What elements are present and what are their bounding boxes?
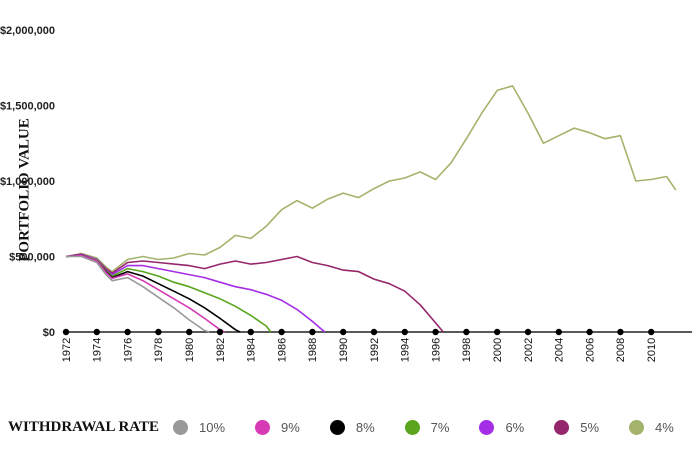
zero-marker: [555, 328, 562, 336]
zero-marker: [432, 328, 439, 336]
legend-label: 7%: [430, 419, 450, 435]
legend-label: 6%: [505, 419, 525, 435]
series-line-4pct: [65, 85, 677, 273]
legend-label: 4%: [655, 419, 674, 435]
legend-label: 5%: [580, 419, 600, 435]
legend-swatch: [255, 419, 271, 435]
legend-swatch: [629, 419, 645, 435]
y-tick-label: $500,000: [9, 251, 55, 263]
x-tick-label: 1998: [461, 338, 473, 362]
legend-items: 10% 9% 8% 7% 6% 5% 4%: [173, 419, 674, 435]
series-line-10pct: [66, 255, 210, 333]
x-tick-label: 1974: [92, 338, 104, 362]
legend-title: WITHDRAWAL RATE: [8, 418, 160, 435]
zero-marker: [247, 328, 254, 336]
legend-item: 5%: [554, 419, 600, 435]
zero-marker: [93, 328, 101, 336]
legend-label: 10%: [199, 419, 226, 435]
legend-swatch: [479, 419, 495, 435]
y-tick-label: $2,000,000: [0, 25, 55, 37]
legend-item: 10%: [173, 419, 226, 435]
x-tick-label: 1996: [430, 338, 442, 362]
zero-marker: [278, 328, 285, 336]
x-tick-label: 1976: [122, 338, 134, 362]
zero-marker: [124, 328, 131, 336]
x-tick-label: 2004: [554, 338, 566, 362]
x-tick-label: 2006: [584, 338, 596, 362]
x-tick-label: 2002: [523, 338, 535, 362]
x-tick-label: 1982: [215, 338, 227, 362]
series-layer: [65, 85, 677, 333]
legend-item: 4%: [629, 419, 674, 435]
zero-marker: [617, 328, 624, 336]
x-tick-label: 2000: [492, 338, 504, 362]
x-tick-label: 1988: [307, 338, 319, 362]
zero-marker: [586, 328, 593, 336]
x-tick-label: 1984: [246, 338, 258, 362]
legend-swatch: [554, 419, 570, 435]
y-tick-label: $1,000,000: [0, 176, 55, 188]
series-line-7pct: [65, 254, 272, 333]
x-tick-label: 1978: [153, 338, 165, 362]
legend-label: 8%: [355, 419, 375, 435]
x-tick-label: 1986: [276, 338, 288, 362]
zero-markers: [62, 328, 655, 336]
zero-marker: [494, 328, 501, 336]
zero-marker: [340, 328, 347, 336]
x-tick-label: 1992: [369, 338, 381, 362]
x-tick-label: 1980: [184, 338, 196, 362]
zero-marker: [524, 328, 532, 336]
legend-swatch: [329, 419, 345, 435]
x-tick-label: 1994: [400, 338, 412, 362]
legend-label: 9%: [281, 419, 300, 435]
series-line-9pct: [65, 254, 225, 333]
zero-marker: [155, 328, 162, 336]
x-tick-label: 2010: [646, 338, 658, 362]
y-axis-label: PORTFOLIO VALUE: [16, 118, 32, 262]
portfolio-line-chart: PORTFOLIO VALUE $0 $500,000 $1,000,000 $1,5…: [0, 25, 692, 362]
legend-item: 8%: [329, 419, 375, 435]
zero-marker: [401, 328, 408, 336]
zero-marker: [309, 328, 316, 336]
zero-marker: [62, 328, 70, 336]
legend-item: 9%: [255, 419, 300, 435]
y-axis-ticks: $0 $500,000 $1,000,000 $1,500,000 $2,000,000: [0, 25, 55, 339]
x-axis-ticks: 1972 1974 1976 1978 1980 1982 1984 1986 1988 1990…: [61, 338, 658, 362]
legend-swatch: [404, 419, 420, 435]
zero-marker: [370, 328, 378, 336]
legend: WITHDRAWAL RATE 10% 9% 8% 7% 6% 5% 4%: [8, 414, 698, 440]
legend-item: 7%: [404, 419, 450, 435]
x-tick-label: 2008: [615, 338, 627, 362]
zero-marker: [463, 328, 470, 336]
y-tick-label: $1,500,000: [0, 100, 55, 112]
x-tick-label: 1972: [61, 338, 73, 362]
zero-marker: [648, 328, 655, 336]
legend-swatch: [173, 419, 189, 435]
x-tick-label: 1990: [338, 338, 350, 362]
zero-marker: [186, 328, 193, 336]
zero-marker: [216, 328, 224, 336]
series-line-5pct: [65, 253, 444, 333]
y-tick-label: $0: [43, 327, 55, 339]
legend-item: 6%: [479, 419, 525, 435]
